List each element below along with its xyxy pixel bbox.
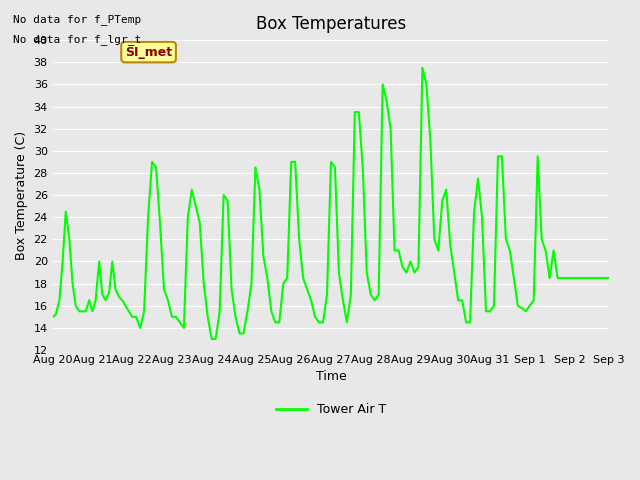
Text: SI_met: SI_met [125,46,172,59]
Legend: Tower Air T: Tower Air T [271,398,391,421]
X-axis label: Time: Time [316,371,346,384]
Text: No data for f_lgr_t: No data for f_lgr_t [13,34,141,45]
Text: No data for f_PTemp: No data for f_PTemp [13,14,141,25]
Y-axis label: Box Temperature (C): Box Temperature (C) [15,131,28,260]
Title: Box Temperatures: Box Temperatures [256,15,406,33]
